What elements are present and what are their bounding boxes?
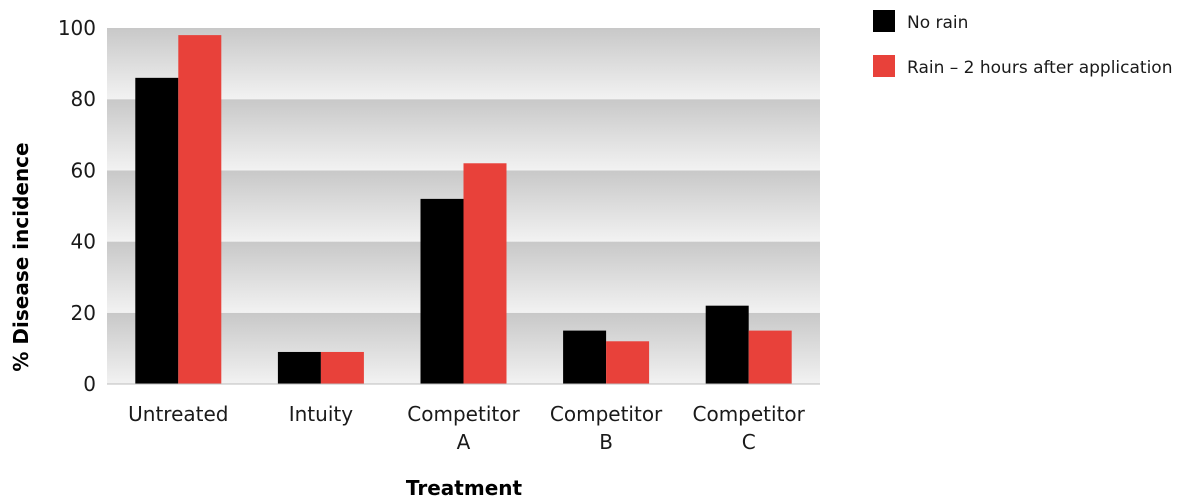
y-tick-label: 60 [71, 158, 96, 182]
bar-no-rain-0 [135, 77, 179, 384]
y-tick-label: 40 [71, 230, 96, 254]
legend-swatch [873, 55, 895, 77]
bar-no-rain-2 [420, 198, 464, 384]
y-tick-label: 0 [83, 372, 96, 396]
legend-label: No rain [907, 13, 968, 33]
bars [135, 35, 792, 385]
bar-rain-0 [178, 35, 222, 385]
bar-rain-2 [463, 163, 507, 384]
x-category-label: Intuity [289, 402, 353, 426]
y-tick-label: 20 [71, 301, 96, 325]
x-category-label: Competitor C [693, 402, 806, 454]
bar-no-rain-3 [563, 330, 607, 384]
x-axis-title: Treatment [406, 476, 523, 499]
y-tick-label: 100 [58, 16, 96, 40]
x-category-label: Competitor A [407, 402, 520, 454]
bar-rain-3 [606, 341, 650, 384]
x-axis-categories: Untreated Intuity Competitor A Competitor B Co… [128, 402, 806, 454]
bar-no-rain-1 [277, 351, 321, 384]
y-axis-title: % Disease incidence [9, 142, 33, 371]
y-axis-ticks: 0 20 40 60 80 100 [58, 16, 96, 396]
legend-label: Rain – 2 hours after application [907, 58, 1172, 78]
y-tick-label: 80 [71, 87, 96, 111]
grid-band [107, 99, 820, 171]
legend: No rain Rain – 2 hours after application [873, 10, 1172, 78]
bar-rain-4 [748, 330, 792, 384]
legend-swatch [873, 10, 895, 32]
bar-no-rain-4 [705, 305, 749, 384]
x-category-label: Untreated [128, 402, 228, 426]
grid-band [107, 28, 820, 100]
x-category-label: Competitor B [550, 402, 663, 454]
bar-rain-1 [320, 351, 364, 384]
